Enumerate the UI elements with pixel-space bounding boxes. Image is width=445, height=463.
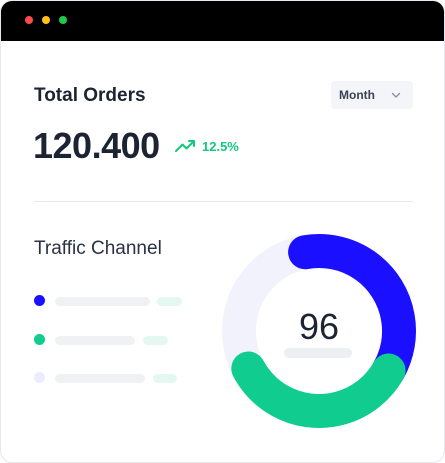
window-titlebar [1, 1, 444, 41]
legend-item [34, 293, 184, 307]
period-dropdown-label: Month [339, 88, 375, 102]
total-orders-title: Total Orders [34, 85, 146, 106]
section-divider [34, 201, 413, 202]
maximize-window-dot[interactable] [59, 16, 67, 24]
minimize-window-dot[interactable] [42, 16, 50, 24]
donut-segment [222, 234, 416, 428]
legend-item [34, 332, 184, 346]
legend-label-placeholder [55, 336, 135, 345]
legend-dot [34, 372, 45, 383]
period-dropdown[interactable]: Month [331, 81, 413, 109]
close-window-dot[interactable] [25, 16, 33, 24]
legend-value-placeholder [153, 374, 177, 383]
legend-item [34, 370, 184, 384]
legend-label-placeholder [55, 297, 150, 306]
traffic-channel-title: Traffic Channel [34, 238, 162, 259]
chevron-down-icon [391, 92, 401, 98]
legend-dot [34, 295, 45, 306]
donut-center-label-placeholder [284, 348, 352, 358]
legend-value-placeholder [157, 297, 182, 306]
legend-value-placeholder [143, 336, 168, 345]
donut-segment [222, 234, 416, 428]
legend-dot [34, 334, 45, 345]
legend-label-placeholder [55, 374, 145, 383]
total-orders-value: 120.400 [33, 125, 160, 166]
orders-trend: 12.5% [175, 138, 239, 154]
traffic-donut-chart [222, 234, 416, 428]
donut-center-value: 96 [298, 306, 340, 347]
trending-up-icon [175, 140, 195, 152]
orders-change-percent: 12.5% [202, 138, 239, 154]
